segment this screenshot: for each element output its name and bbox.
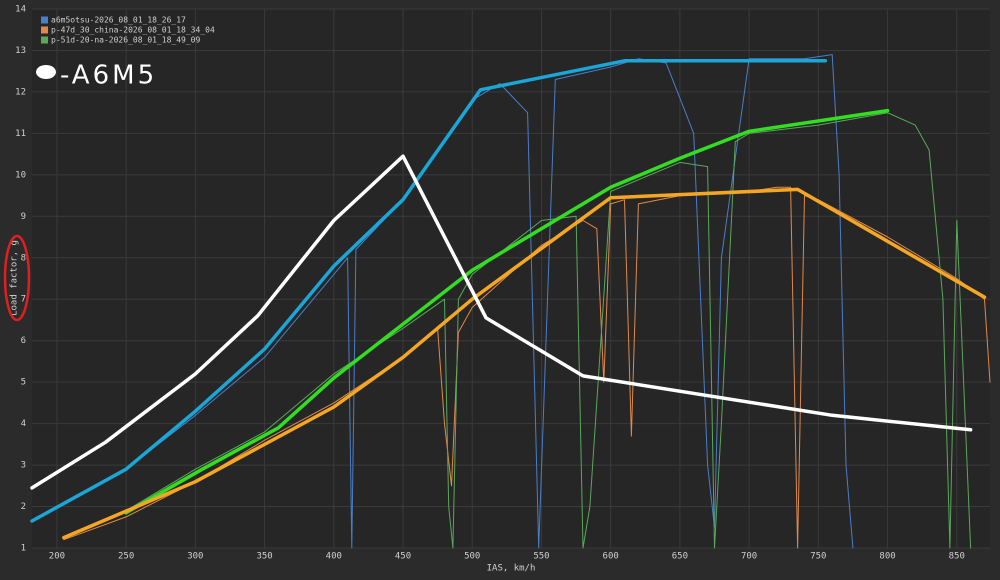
x-tick-label: 300 (187, 552, 203, 562)
x-axis-label: IAS, km/h (487, 564, 536, 574)
y-tick-label: 10 (15, 170, 26, 180)
plot-area (32, 9, 990, 548)
x-tick-label: 200 (49, 552, 65, 562)
y-tick-label: 11 (15, 129, 26, 139)
y-tick-label: 13 (15, 46, 26, 56)
y-tick-label: 4 (21, 419, 26, 429)
y-tick-label: 12 (15, 87, 26, 97)
y-tick-label: 7 (21, 295, 26, 305)
y-tick-label: 1 (21, 544, 26, 554)
x-tick-label: 350 (256, 552, 272, 562)
x-tick-label: 450 (395, 552, 411, 562)
x-tick-label: 600 (603, 552, 619, 562)
y-tick-label: 3 (21, 461, 26, 471)
y-tick-label: 2 (21, 502, 26, 512)
y-tick-label: 6 (21, 336, 26, 346)
drawn-line (62, 187, 987, 540)
y-tick-label: 14 (15, 5, 26, 15)
x-tick-label: 700 (741, 552, 757, 562)
legend-swatch (41, 16, 48, 24)
legend-label: p-51d-20-na-2026_08_01_18_49_09 (51, 36, 200, 45)
x-tick-label: 550 (533, 552, 549, 562)
legend-swatch (41, 36, 48, 44)
legend-swatch (41, 26, 48, 34)
x-tick-label: 850 (949, 552, 965, 562)
drawn-line (124, 108, 890, 515)
red-circle (3, 234, 31, 322)
series-line (70, 112, 972, 549)
series-line (31, 54, 854, 549)
x-tick-label: 800 (879, 552, 895, 562)
legend-label: a6m5otsu-2026_08_01_18_26_17 (51, 16, 186, 25)
drawn-line (30, 59, 828, 523)
x-tick-label: 400 (326, 552, 342, 562)
legend: a6m5otsu-2026_08_01_18_26_17p-47d_30_chi… (41, 16, 215, 45)
white-blob (36, 65, 56, 79)
x-tick-label: 750 (810, 552, 826, 562)
x-tick-label: 650 (672, 552, 688, 562)
drawn-line (30, 154, 973, 490)
lines (30, 54, 991, 549)
annotation: -A6M5 (60, 61, 157, 91)
y-axis-label: Load factor, g (10, 240, 20, 316)
x-tick-label: 500 (464, 552, 480, 562)
y-tick-label: 8 (21, 253, 26, 263)
legend-label: p-47d_30_china-2026_08_01_18_34_04 (51, 26, 215, 35)
y-tick-label: 5 (21, 378, 26, 388)
x-tick-label: 250 (118, 552, 134, 562)
y-tick-label: 9 (21, 212, 26, 222)
